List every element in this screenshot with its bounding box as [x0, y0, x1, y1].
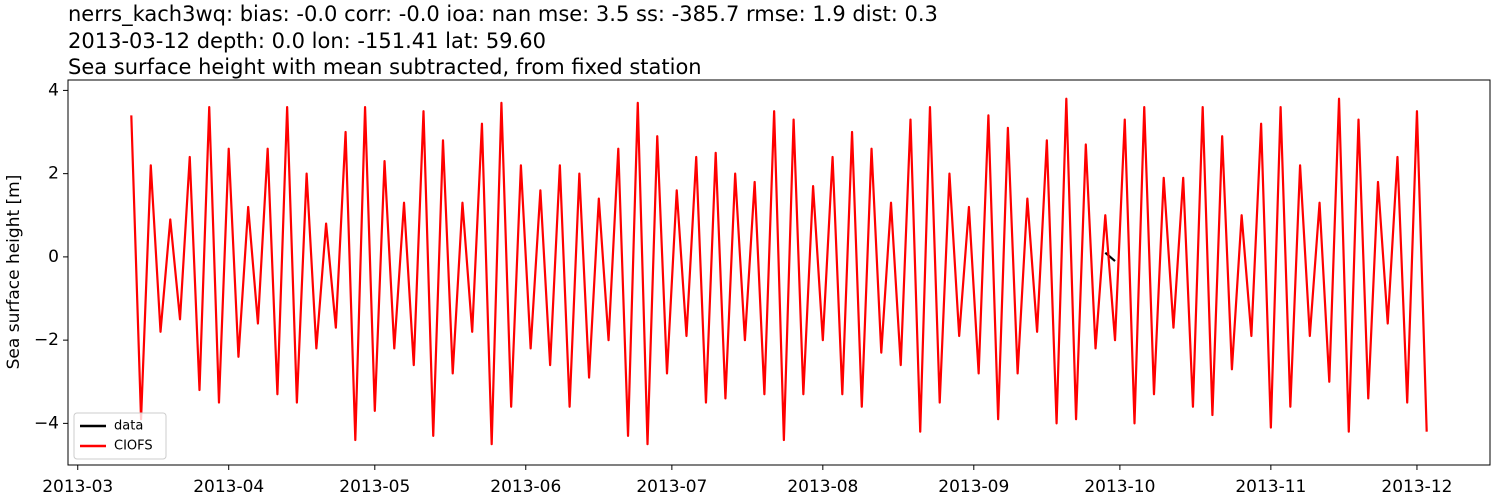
title-line: Sea surface height with mean subtracted,…: [68, 55, 702, 79]
title-block: nerrs_kach3wq: bias: -0.0 corr: -0.0 ioa…: [68, 2, 938, 79]
x-tick-label: 2013-09: [938, 477, 1009, 497]
series-line: [1104, 251, 1116, 262]
y-axis-label: Sea surface height [m]: [4, 175, 24, 370]
x-tick-label: 2013-05: [339, 477, 410, 497]
x-tick-label: 2013-06: [490, 477, 561, 497]
y-tick-label: 4: [48, 80, 59, 100]
y-tick-label: 2: [48, 164, 59, 184]
x-tick-label: 2013-04: [193, 477, 264, 497]
series-line: [130, 97, 1428, 446]
x-tick-label: 2013-11: [1235, 477, 1306, 497]
title-line: 2013-03-12 depth: 0.0 lon: -151.41 lat: …: [68, 29, 546, 53]
y-tick-label: −2: [34, 330, 59, 350]
y-tick-label: −4: [34, 413, 59, 433]
y-tick-label: 0: [48, 247, 59, 267]
legend-label: data: [114, 419, 143, 434]
x-tick-label: 2013-12: [1381, 477, 1452, 497]
axes-frame: [67, 79, 1491, 466]
x-tick-label: 2013-08: [787, 477, 858, 497]
title-line: nerrs_kach3wq: bias: -0.0 corr: -0.0 ioa…: [68, 2, 938, 27]
x-tick-label: 2013-03: [42, 477, 113, 497]
x-tick-label: 2013-07: [636, 477, 707, 497]
legend-box: [73, 412, 167, 460]
x-tick-label: 2013-10: [1084, 477, 1155, 497]
legend: data CIOFS: [73, 412, 167, 460]
legend-label: CIOFS: [114, 439, 153, 454]
